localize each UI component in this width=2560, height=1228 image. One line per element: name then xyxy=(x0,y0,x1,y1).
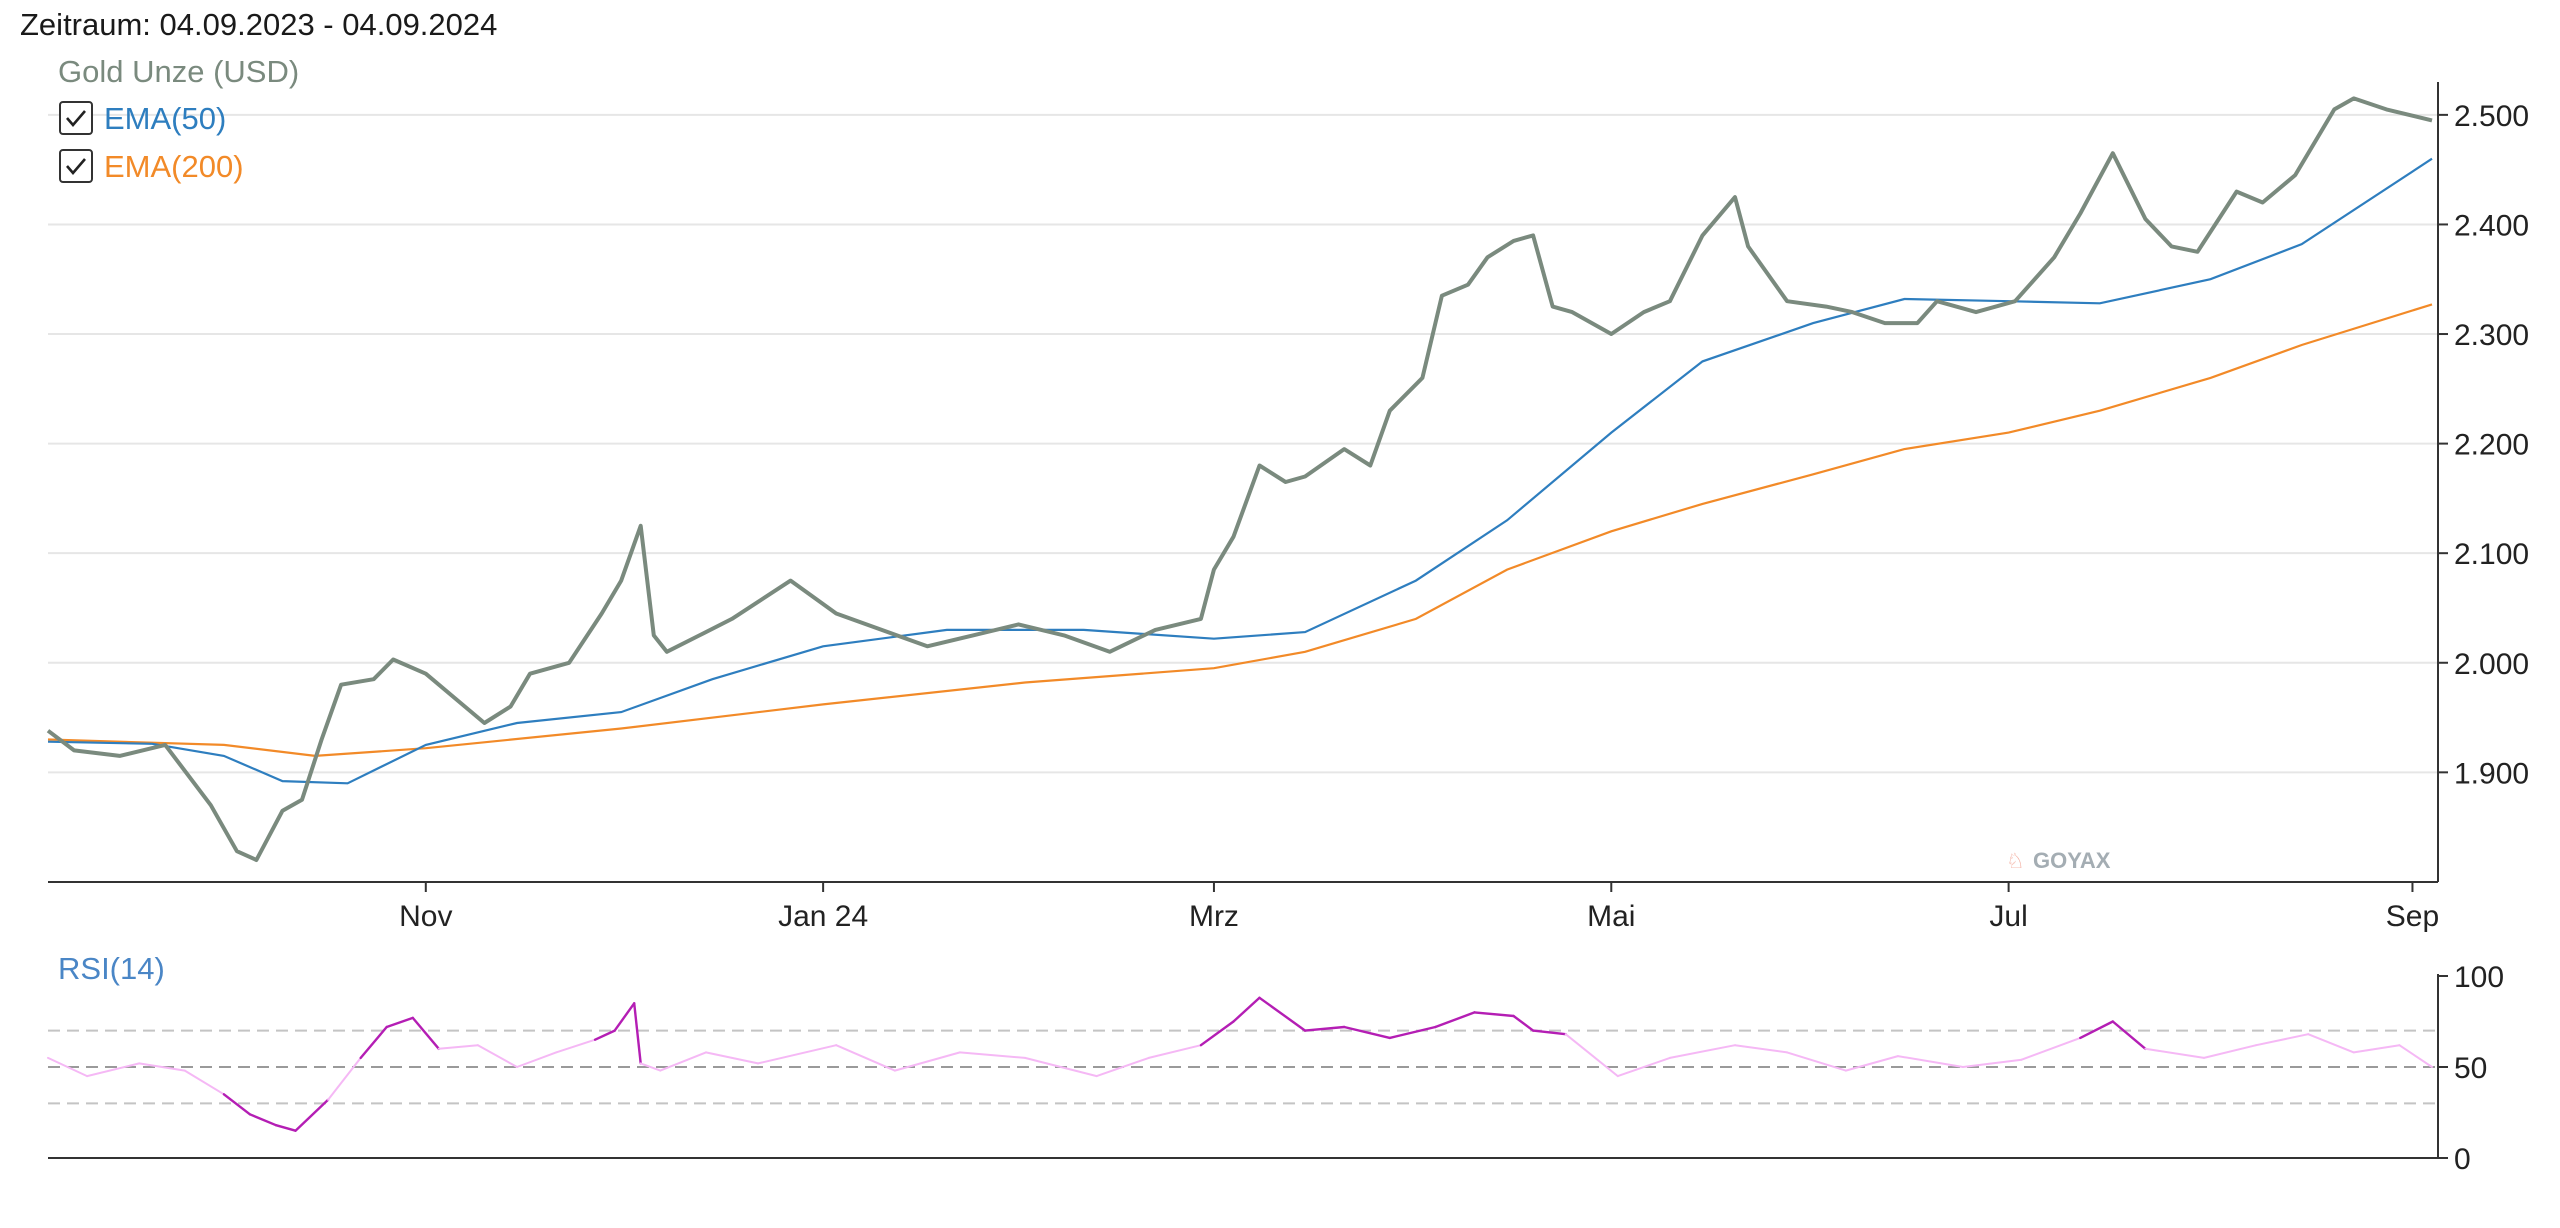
rsi-reference-lines xyxy=(48,1029,2438,1105)
rsi-y-tick-label: 100 xyxy=(2454,961,2504,994)
check-icon xyxy=(66,158,86,175)
rsi-line-segment xyxy=(138,1062,186,1072)
rsi-line-segment xyxy=(1786,1051,1847,1072)
rsi-line-segment xyxy=(385,1016,414,1029)
period-label: Zeitraum: 04.09.2023 - 04.09.2024 xyxy=(20,7,498,42)
rsi-line-segment xyxy=(411,1016,440,1051)
rsi-line-segment xyxy=(2307,1033,2355,1054)
rsi-line-segment xyxy=(613,1002,636,1032)
rsi-line-segment xyxy=(516,1051,558,1068)
rsi-line-segment xyxy=(2079,1020,2115,1040)
rsi-line-segment xyxy=(2144,1047,2205,1059)
rsi-line-segment xyxy=(1564,1033,1619,1078)
rsi-line-segment xyxy=(1962,1058,2023,1068)
rsi-line-segment xyxy=(1734,1044,1789,1054)
rsi-line-segment xyxy=(2020,1036,2082,1061)
ema200-series-line xyxy=(47,303,2433,758)
legend: Gold Unze (USD) EMA(50) EMA(200) xyxy=(58,54,299,184)
rsi-line-segment xyxy=(958,1051,1026,1059)
rsi-line-segment xyxy=(183,1069,225,1096)
rsi-line-segment xyxy=(294,1098,330,1132)
rsi-line-segment xyxy=(1844,1055,1899,1072)
x-tick-label: Sep xyxy=(2386,900,2439,933)
rsi-series-lines xyxy=(47,996,2433,1132)
rsi-line-segment xyxy=(1342,1025,1392,1040)
legend-item-ema200[interactable]: EMA(200) xyxy=(59,149,244,184)
y-tick-label: 2.200 xyxy=(2454,429,2529,462)
rsi-line-segment xyxy=(359,1025,388,1060)
rsi-line-segment xyxy=(86,1062,141,1078)
rsi-line-segment xyxy=(47,1056,89,1078)
rsi-line-segment xyxy=(1388,1025,1437,1040)
y-tick-label: 2.000 xyxy=(2454,648,2529,681)
rsi-line-segment xyxy=(2398,1044,2433,1068)
y-tick-label: 2.100 xyxy=(2454,538,2529,571)
rsi-line-segment xyxy=(2111,1020,2147,1051)
rsi-title: RSI(14) xyxy=(58,951,165,986)
rsi-line-segment xyxy=(893,1051,961,1072)
ema50-checkbox[interactable] xyxy=(59,101,93,135)
rsi-line-segment xyxy=(1258,996,1307,1032)
legend-item-ema50[interactable]: EMA(50) xyxy=(59,101,226,136)
price-y-axis-ticks: 1.900 2.000 2.100 2.200 2.300 2.400 2.500 xyxy=(2438,100,2529,790)
x-tick-label: Nov xyxy=(399,900,452,933)
y-tick-label: 2.400 xyxy=(2454,209,2529,242)
x-tick-label: Mrz xyxy=(1189,900,1239,933)
rsi-line-segment xyxy=(327,1056,362,1101)
rsi-y-tick-label: 50 xyxy=(2454,1052,2487,1085)
rsi-line-segment xyxy=(757,1044,838,1065)
y-tick-label: 2.300 xyxy=(2454,319,2529,352)
rsi-line-segment xyxy=(593,1029,616,1041)
rsi-line-segment xyxy=(1434,1011,1476,1029)
rsi-line-segment xyxy=(1095,1056,1150,1078)
price-series-line xyxy=(46,96,2433,862)
legend-label-ema200: EMA(200) xyxy=(104,149,244,184)
rsi-line-segment xyxy=(555,1038,597,1054)
rsi-line-segment xyxy=(274,1123,297,1132)
price-x-axis-ticks: Nov Jan 24 Mrz Mai Jul Sep xyxy=(399,882,2439,933)
rsi-line-segment xyxy=(659,1051,707,1072)
rsi-line-segment xyxy=(1473,1011,1515,1018)
rsi-line-segment xyxy=(476,1044,518,1068)
rsi-line-segment xyxy=(1199,1020,1235,1047)
rsi-line-segment xyxy=(2255,1033,2310,1047)
x-tick-label: Jan 24 xyxy=(778,900,868,933)
rsi-line-segment xyxy=(1896,1055,1964,1068)
rsi-line-segment xyxy=(1531,1029,1567,1036)
rsi-line-segment xyxy=(1512,1014,1535,1032)
chart-axes xyxy=(48,82,2439,1159)
watermark: ♘ GOYAX xyxy=(2006,848,2111,873)
watermark-text: GOYAX xyxy=(2033,848,2111,873)
x-tick-label: Mai xyxy=(1587,900,1635,933)
rsi-line-segment xyxy=(222,1093,252,1116)
rsi-line-segment xyxy=(1147,1044,1202,1059)
rsi-line-segment xyxy=(248,1113,278,1127)
rsi-line-segment xyxy=(633,1002,642,1065)
rsi-line-segment xyxy=(1616,1056,1671,1078)
rsi-line-segment xyxy=(1668,1044,1736,1059)
ema50-series-line xyxy=(47,157,2433,785)
legend-title-gold: Gold Unze (USD) xyxy=(58,54,299,89)
y-tick-label: 1.900 xyxy=(2454,757,2529,790)
rsi-line-segment xyxy=(1303,1025,1346,1032)
check-icon xyxy=(66,110,86,127)
legend-label-ema50: EMA(50) xyxy=(104,101,226,136)
rsi-line-segment xyxy=(2203,1044,2258,1059)
rsi-line-segment xyxy=(835,1044,896,1072)
rsi-y-tick-label: 0 xyxy=(2454,1143,2471,1176)
rsi-line-segment xyxy=(2352,1044,2401,1054)
rsi-line-segment xyxy=(639,1062,662,1072)
watermark-bull-icon: ♘ xyxy=(2006,850,2025,873)
rsi-line-segment xyxy=(1024,1056,1098,1078)
x-tick-label: Jul xyxy=(1989,900,2027,933)
rsi-line-segment xyxy=(437,1044,479,1050)
rsi-line-segment xyxy=(704,1051,759,1065)
rsi-y-axis-ticks: 0 50 100 xyxy=(2438,961,2504,1176)
ema200-checkbox[interactable] xyxy=(59,149,93,183)
y-tick-label: 2.500 xyxy=(2454,100,2529,133)
rsi-line-segment xyxy=(1232,996,1261,1023)
